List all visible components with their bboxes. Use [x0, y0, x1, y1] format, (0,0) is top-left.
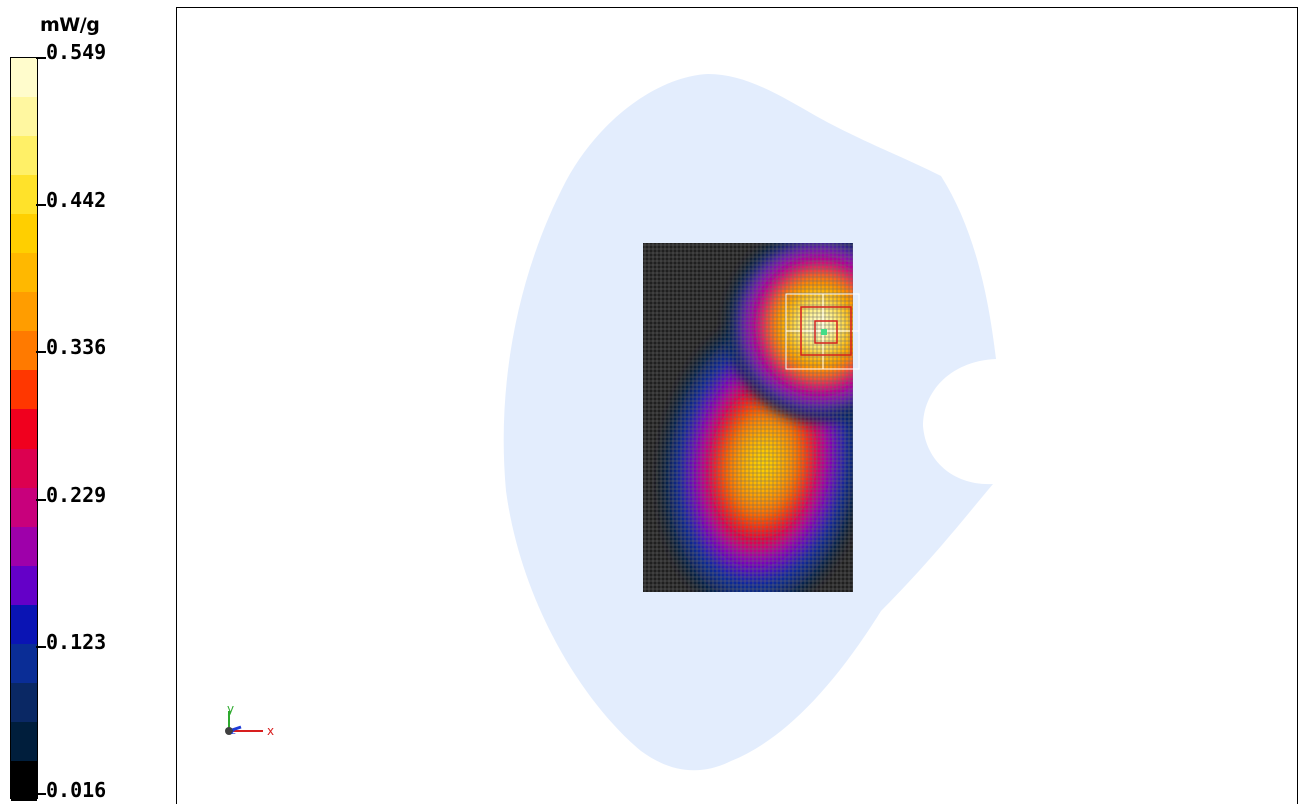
x-axis-label: x	[267, 724, 274, 738]
colorbar-unit: mW/g	[40, 14, 100, 36]
axes-triad: y x z	[225, 702, 274, 738]
colorbar-swatch	[11, 253, 37, 294]
sar-plot-area: y x z	[176, 7, 1298, 804]
sar-distribution-svg: y x z	[225, 74, 996, 771]
z-axis-label: z	[231, 727, 236, 737]
colorbar-swatch	[11, 487, 37, 528]
colorbar-tick-label: 0.442	[46, 188, 107, 212]
colorbar-tick-mark	[36, 793, 46, 795]
colorbar-swatch	[11, 526, 37, 567]
colorbar-swatch	[11, 448, 37, 489]
colorbar-swatch	[11, 721, 37, 762]
colorbar-swatch	[11, 409, 37, 450]
colorbar-swatch	[11, 292, 37, 333]
area-scan	[643, 243, 853, 592]
y-axis-label: y	[227, 702, 234, 716]
colorbar-legend: mW/g 0.549 0.442 0.336 0.229 0.123 0.016	[0, 0, 176, 804]
colorbar-gradient	[10, 57, 38, 801]
colorbar-swatch	[11, 97, 37, 138]
colorbar-swatch	[11, 331, 37, 372]
colorbar-swatch	[11, 565, 37, 606]
colorbar-tick-label: 0.123	[46, 630, 107, 654]
colorbar-tick-mark	[36, 646, 46, 648]
colorbar-swatch	[11, 58, 37, 98]
colorbar-tick-mark	[36, 204, 46, 206]
colorbar-swatch	[11, 175, 37, 216]
colorbar-swatch	[11, 136, 37, 177]
colorbar-swatch	[11, 370, 37, 411]
zoom-scan-marker	[785, 293, 860, 370]
colorbar-tick-mark	[36, 499, 46, 501]
colorbar-swatch	[11, 214, 37, 255]
colorbar-tick-label: 0.229	[46, 483, 107, 507]
colorbar-tick-label: 0.336	[46, 335, 107, 359]
colorbar-swatch	[11, 604, 37, 645]
colorbar-swatch	[11, 682, 37, 723]
colorbar-tick-mark	[36, 351, 46, 353]
colorbar-tick-label: 0.016	[46, 778, 107, 802]
colorbar-tick-mark	[36, 57, 46, 59]
colorbar-tick-label: 0.549	[46, 40, 107, 64]
colorbar-swatch	[11, 643, 37, 684]
colorbar-swatch	[11, 760, 37, 801]
